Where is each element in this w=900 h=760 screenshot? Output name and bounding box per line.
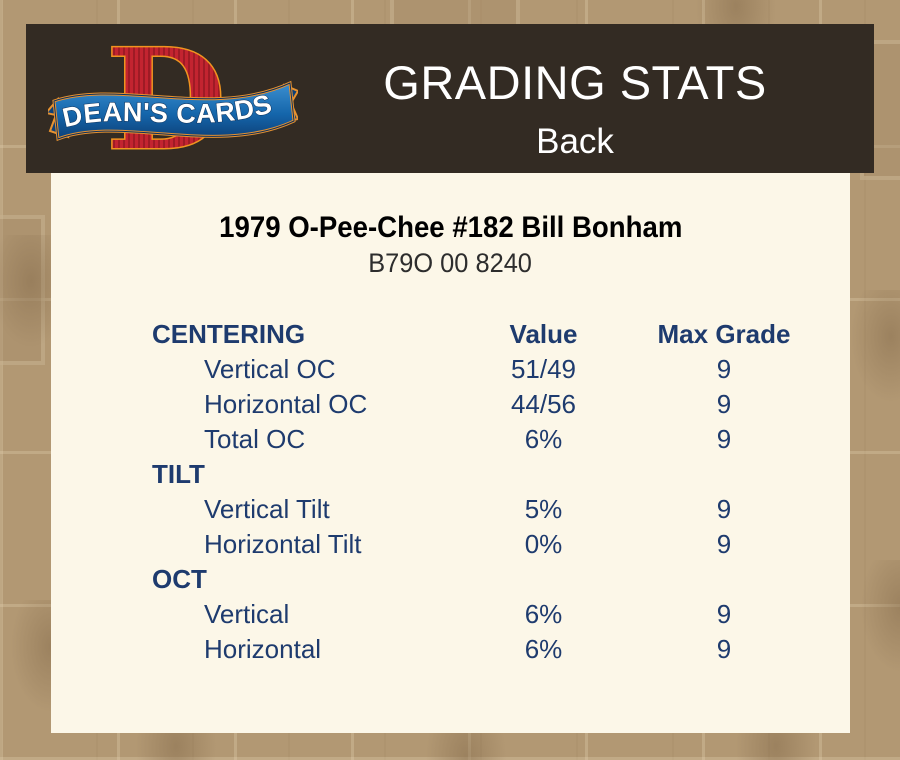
- section-label: TILT: [152, 459, 205, 489]
- deans-cards-logo[interactable]: D DEAN'S CARDS: [26, 24, 298, 173]
- row-max-grade: 9: [716, 599, 732, 629]
- table-row: Horizontal 6% 9: [152, 632, 798, 667]
- background-card: [0, 215, 45, 365]
- row-value: [437, 562, 650, 597]
- card-serial-code: B79O 00 8240: [51, 247, 850, 279]
- card-side-toggle[interactable]: Back: [536, 122, 614, 161]
- row-max-grade: 9: [716, 634, 732, 664]
- row-value: 6%: [524, 424, 563, 454]
- row-label: Vertical OC: [204, 354, 336, 384]
- row-value: 0%: [524, 529, 563, 559]
- table-row: Horizontal OC 44/56 9: [152, 387, 798, 422]
- row-label: Vertical: [204, 599, 290, 629]
- card-title-text: 1979 O-Pee-Chee #182 Bill Bonham: [218, 211, 683, 244]
- row-max-grade: 9: [716, 389, 732, 419]
- table-header-row: CENTERING Value Max Grade: [152, 317, 798, 352]
- table-row: Vertical 6% 9: [152, 597, 798, 632]
- table-row: Vertical OC 51/49 9: [152, 352, 798, 387]
- row-value: 6%: [524, 599, 563, 629]
- row-value: 44/56: [510, 389, 577, 419]
- section-header-centering: CENTERING: [152, 319, 306, 349]
- row-max-grade: 9: [716, 529, 732, 559]
- background-portrait: [845, 290, 900, 412]
- row-value: 5%: [524, 494, 563, 524]
- row-max-grade: 9: [716, 354, 732, 384]
- row-label: Horizontal Tilt: [204, 529, 362, 559]
- table-row: Total OC 6% 9: [152, 422, 798, 457]
- row-label: Horizontal: [204, 634, 322, 664]
- background-portrait: [855, 560, 900, 682]
- row-value: [437, 457, 650, 492]
- page-title: GRADING STATS: [383, 56, 767, 109]
- row-label: Total OC: [204, 424, 306, 454]
- row-max-grade: 9: [716, 424, 732, 454]
- row-label: Horizontal OC: [204, 389, 368, 419]
- deans-cards-logo-icon: D DEAN'S CARDS: [48, 27, 298, 170]
- grading-stats-panel: 1979 O-Pee-Chee #182 Bill Bonham B79O 00…: [51, 173, 850, 733]
- row-value: 6%: [524, 634, 563, 664]
- table-row: Vertical Tilt 5% 9: [152, 492, 798, 527]
- row-max-grade: [650, 562, 798, 597]
- column-header-value: Value: [509, 319, 578, 349]
- row-value: 51/49: [510, 354, 577, 384]
- section-label: OCT: [152, 564, 207, 594]
- column-header-max-grade: Max Grade: [657, 319, 791, 349]
- table-row: Horizontal Tilt 0% 9: [152, 527, 798, 562]
- row-max-grade: 9: [716, 494, 732, 524]
- header-bar: D DEAN'S CARDS GRADING STATS Back: [26, 24, 874, 173]
- row-label: Vertical Tilt: [204, 494, 330, 524]
- header-text-block: GRADING STATS Back: [276, 24, 874, 173]
- section-header-oct: OCT: [152, 562, 798, 597]
- card-title: 1979 O-Pee-Chee #182 Bill Bonham: [51, 211, 850, 245]
- row-max-grade: [650, 457, 798, 492]
- grading-stats-table: CENTERING Value Max Grade Vertical OC 51…: [152, 317, 798, 667]
- section-header-tilt: TILT: [152, 457, 798, 492]
- card-serial-code-text: B79O 00 8240: [368, 248, 533, 278]
